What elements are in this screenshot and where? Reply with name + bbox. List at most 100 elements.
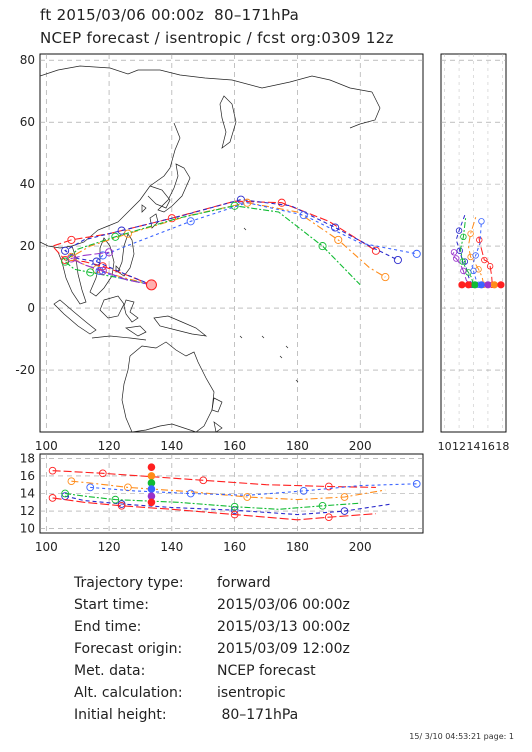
map-trajectory-point: [236, 195, 245, 204]
bottom-trajectory-line: [65, 492, 361, 510]
bottom-start-marker: [147, 498, 156, 507]
bottom-trajectory-point: [318, 501, 327, 510]
chart-title: ft 2015/03/06 00:00z 80–171hPa: [40, 6, 300, 24]
map-trajectory-point: [105, 248, 114, 257]
map-x-tick-label: 200: [349, 439, 372, 453]
map-trajectory-point: [61, 246, 70, 255]
map-trajectory-point: [98, 266, 107, 275]
side-x-tick-label: 16: [481, 440, 495, 453]
map-frame: [39, 53, 424, 433]
info-row: Forecast origin: 2015/03/09 12:00z: [74, 638, 350, 660]
map-y-tick-label: 60: [20, 115, 35, 129]
map-trajectory-point: [412, 249, 421, 258]
map-trajectory-point: [299, 211, 308, 220]
info-row: Start time: 2015/03/06 00:00z: [74, 594, 350, 616]
side-trajectory-point: [460, 267, 467, 275]
map-trajectory-point: [67, 235, 76, 244]
map-trajectory-line: [64, 205, 361, 286]
info-value: 2015/03/13 00:00z: [217, 619, 350, 635]
side-trajectory-point: [472, 252, 479, 259]
bottom-x-tick-label: 140: [160, 540, 183, 554]
map-trajectory-line: [51, 200, 377, 286]
info-key: End time:: [74, 619, 142, 635]
side-start-marker: [464, 281, 473, 289]
side-trajectory-point: [460, 233, 467, 241]
map-y-tick-label: -20: [15, 363, 35, 377]
map-trajectory-point: [117, 226, 126, 235]
info-value: isentropic: [217, 685, 286, 701]
bottom-x-tick-label: 100: [35, 540, 58, 554]
bottom-trajectory-point: [48, 466, 57, 475]
map-trajectory-line: [89, 202, 417, 286]
info-row: Met. data: NCEP forecast: [74, 660, 350, 682]
side-x-tick-label: 12: [452, 440, 466, 453]
bottom-y-tick-label: 18: [20, 451, 35, 465]
side-tick-labels: 10 12 14 16 18: [438, 440, 510, 453]
bottom-trajectory-point: [186, 489, 195, 498]
side-trajectory-line: [451, 252, 471, 286]
side-x-tick-label: 18: [495, 440, 509, 453]
map-trajectory-point: [230, 201, 239, 210]
map-trajectory-point: [92, 257, 101, 266]
bottom-x-tick-label: 200: [349, 540, 372, 554]
map-trajectory-point: [111, 232, 120, 241]
side-trajectory-point: [478, 218, 485, 225]
map-trajectory-point: [318, 242, 327, 251]
map-y-tick-label: 80: [20, 53, 35, 67]
info-value: forward: [217, 575, 271, 591]
bottom-trajectory-point: [67, 477, 76, 486]
side-trajectory-point: [461, 258, 469, 265]
map-trajectory-line: [70, 202, 386, 286]
bottom-trajectory-point: [199, 476, 208, 485]
bottom-start-marker: [147, 472, 156, 480]
side-trajectory-line: [478, 233, 493, 285]
side-trajectory-point: [459, 258, 466, 265]
side-trajectories: [450, 214, 505, 289]
trajectory-info: Trajectory type: forward Start time: 2015/…: [74, 572, 350, 726]
bottom-trajectory-point: [324, 513, 333, 522]
side-trajectory-point: [481, 256, 488, 264]
map-x-tick-label: 160: [223, 439, 246, 453]
side-trajectory-point: [470, 267, 477, 275]
bottom-trajectory-point: [61, 489, 69, 498]
chart-subtitle: NCEP forecast / isentropic / fcst org:03…: [40, 29, 394, 47]
map-trajectory-line: [64, 199, 399, 286]
side-start-marker: [458, 281, 466, 289]
map-x-tick-label: 120: [98, 439, 121, 453]
info-row: Initial height: 80–171hPa: [74, 704, 350, 726]
page-footer: 15/ 3/10 04:53:21 page: 1: [409, 732, 514, 741]
map-trajectory-point: [334, 235, 343, 244]
bottom-trajectory-point: [243, 493, 252, 501]
bottom-tick-labels: 100 120 140 160 180 200 10 12 14 16 18: [20, 451, 372, 554]
bottom-trajectory-point: [412, 479, 421, 488]
info-key: Trajectory type:: [74, 575, 184, 591]
bottom-trajectory-point: [324, 482, 333, 491]
map-y-tick-label: 40: [20, 177, 35, 191]
side-trajectory-line: [459, 218, 474, 285]
bottom-trajectory-line: [71, 480, 386, 501]
bottom-start-marker: [147, 463, 156, 471]
bottom-trajectory-line: [90, 483, 417, 496]
side-start-marker: [497, 281, 505, 289]
map-trajectory-point: [381, 273, 390, 282]
map-trajectory-point: [67, 254, 76, 263]
map-x-tick-label: 140: [160, 439, 183, 453]
map-trajectory-point: [86, 268, 95, 277]
side-x-tick-label: 14: [467, 440, 481, 453]
bottom-trajectory-point: [340, 493, 349, 501]
bottom-x-tick-label: 160: [223, 540, 246, 554]
bottom-y-tick-label: 16: [20, 469, 35, 483]
info-key: Start time:: [74, 597, 149, 613]
map-trajectory-point: [277, 198, 286, 207]
map-trajectory-point: [331, 223, 340, 232]
map-trajectory-point: [186, 217, 195, 226]
bottom-y-tick-label: 12: [20, 504, 35, 518]
map-tick-labels: 100 120 140 160 180 200 -20 0 20 40 60 80: [15, 53, 371, 453]
side-trajectory-point: [452, 255, 460, 262]
info-key: Initial height:: [74, 707, 167, 723]
side-trajectory-point: [467, 230, 474, 237]
bottom-trajectory-line: [52, 497, 376, 521]
info-value: 2015/03/09 12:00z: [217, 641, 350, 657]
bottom-x-tick-label: 120: [98, 540, 121, 554]
bottom-trajectories: [48, 463, 421, 522]
